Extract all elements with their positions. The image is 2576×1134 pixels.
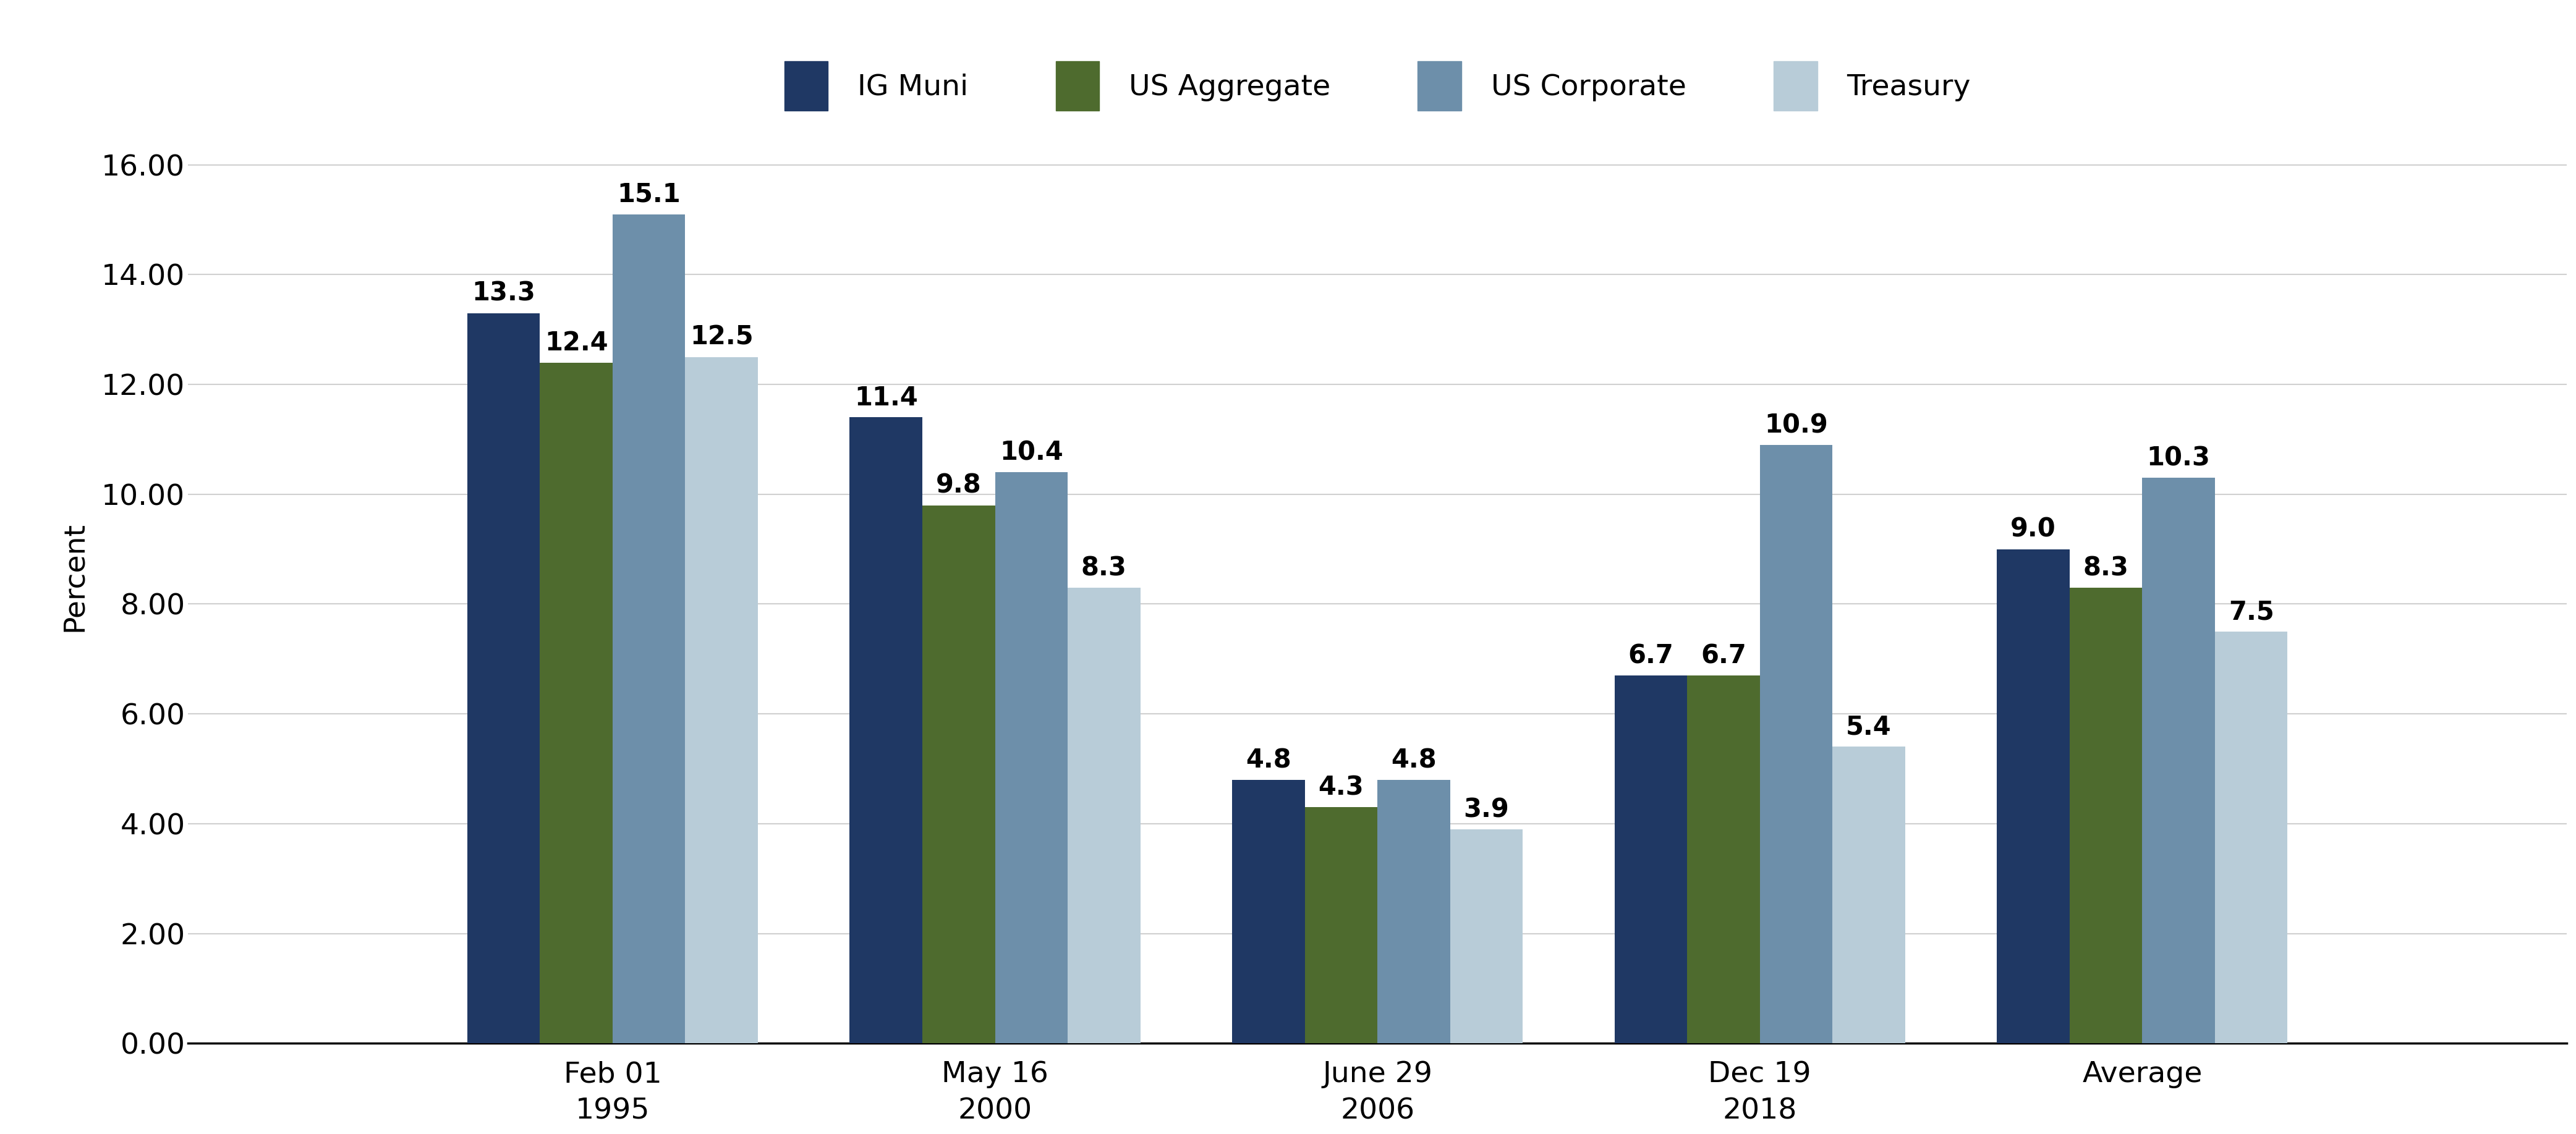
Bar [1306,807,1378,1043]
Text: 11.4: 11.4 [855,384,917,411]
Bar [1231,780,1306,1043]
Bar [541,363,613,1043]
Bar [1996,549,2069,1043]
Y-axis label: Percent: Percent [62,522,88,632]
Bar [1615,676,1687,1043]
Text: 10.9: 10.9 [1765,413,1829,438]
Bar [850,417,922,1043]
Text: 8.3: 8.3 [2084,555,2128,581]
Text: 8.3: 8.3 [1082,555,1126,581]
Text: 5.4: 5.4 [1847,714,1891,741]
Text: 4.3: 4.3 [1319,775,1363,801]
Text: 3.9: 3.9 [1463,796,1510,822]
Bar [1687,676,1759,1043]
Text: 7.5: 7.5 [2228,599,2275,625]
Bar [1450,829,1522,1043]
Bar [1759,445,1832,1043]
Bar [613,214,685,1043]
Bar [2215,632,2287,1043]
Text: 10.4: 10.4 [999,440,1064,466]
Text: 4.8: 4.8 [1391,747,1437,773]
Text: 4.8: 4.8 [1247,747,1291,773]
Bar [1066,587,1141,1043]
Text: 13.3: 13.3 [471,280,536,306]
Text: 9.8: 9.8 [935,473,981,499]
Text: 15.1: 15.1 [618,181,680,208]
Text: 9.0: 9.0 [2009,517,2056,542]
Bar [1832,747,1906,1043]
Bar [466,313,541,1043]
Text: 12.5: 12.5 [690,324,752,350]
Bar [922,506,994,1043]
Text: 12.4: 12.4 [544,330,608,356]
Text: 6.7: 6.7 [1700,643,1747,669]
Bar [685,357,757,1043]
Bar [2069,587,2143,1043]
Bar [2143,477,2215,1043]
Legend: IG Muni, US Aggregate, US Corporate, Treasury: IG Muni, US Aggregate, US Corporate, Tre… [773,50,1984,122]
Bar [994,472,1066,1043]
Text: 6.7: 6.7 [1628,643,1674,669]
Bar [1378,780,1450,1043]
Text: 10.3: 10.3 [2146,446,2210,471]
